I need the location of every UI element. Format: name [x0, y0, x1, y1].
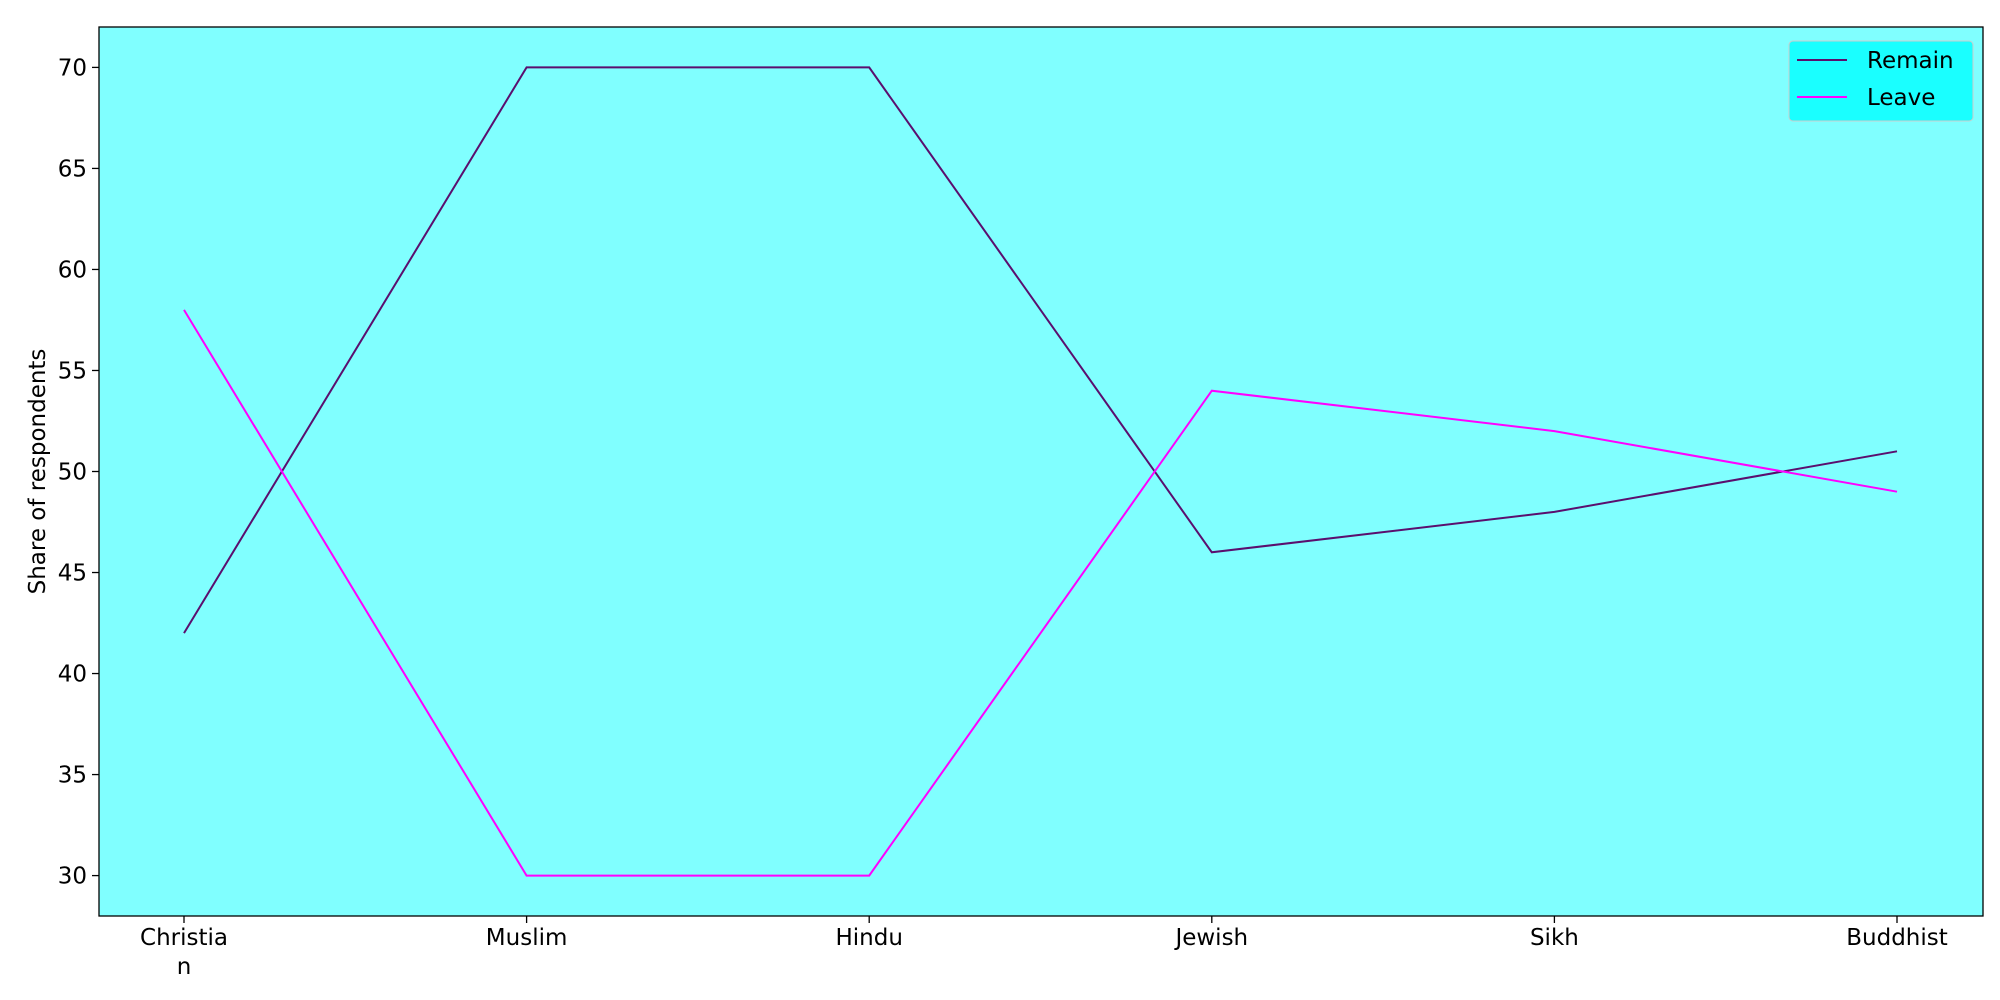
legend-label-remain: Remain [1867, 48, 1954, 74]
plot-area [98, 26, 1984, 917]
x-axis: Christia n Muslim Hindu Jewish Sikh Buddhist [140, 916, 1948, 980]
y-axis-label: Share of respondents [25, 349, 51, 595]
y-tick-label: 40 [58, 662, 87, 688]
legend: Remain Leave [1788, 40, 1974, 122]
y-axis: 30 35 40 45 50 55 60 65 70 [58, 55, 99, 890]
y-tick-label: 30 [58, 864, 87, 890]
x-tick-label: Buddhist [1846, 925, 1948, 951]
y-tick-label: 60 [58, 257, 87, 283]
legend-label-leave: Leave [1867, 85, 1935, 111]
y-tick-label: 45 [58, 561, 87, 587]
y-tick-label: 70 [58, 55, 87, 81]
x-tick-label: Muslim [486, 925, 568, 951]
series-line-remain [183, 66, 1898, 634]
y-tick-label: 55 [58, 358, 87, 384]
y-tick-label: 65 [58, 156, 87, 182]
x-tick-label: Hindu [835, 925, 902, 951]
x-tick-label: Jewish [1173, 925, 1248, 951]
x-tick-label: Sikh [1530, 925, 1579, 951]
x-tick-label: Christia n [140, 925, 228, 980]
series-line-leave [183, 309, 1898, 877]
y-tick-label: 35 [58, 763, 87, 789]
y-tick-label: 50 [58, 460, 87, 486]
series-lines [183, 66, 1898, 877]
